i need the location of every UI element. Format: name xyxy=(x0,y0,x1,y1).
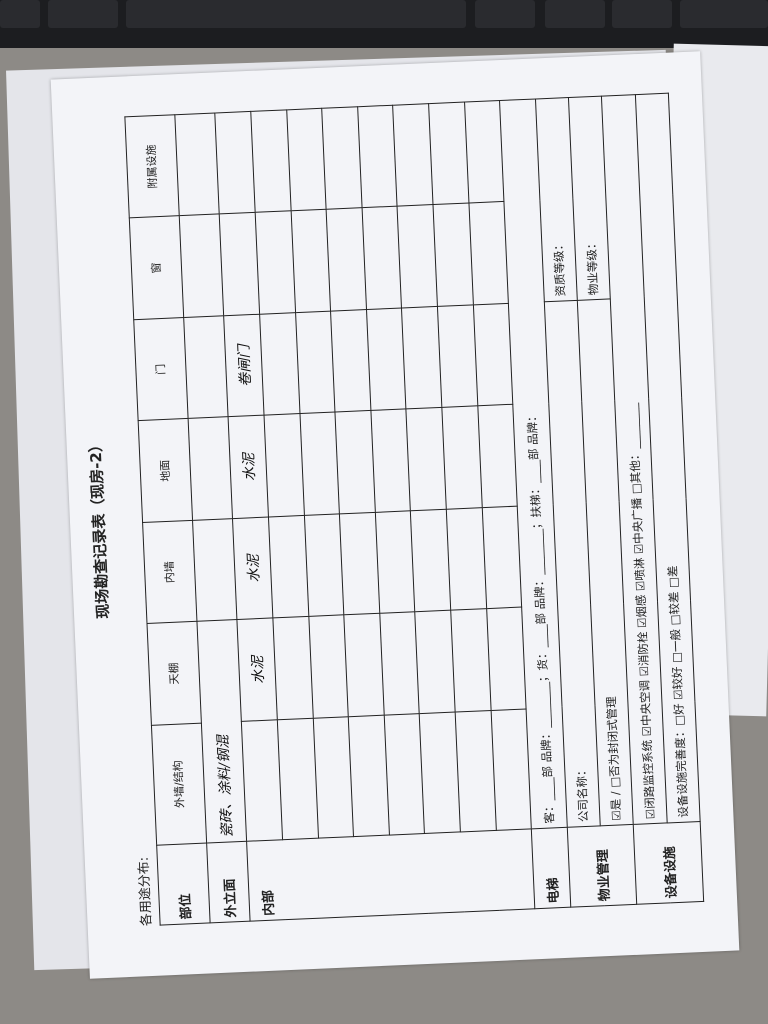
header-part: 部位 xyxy=(156,843,210,926)
interior-ceiling-value: 水泥 xyxy=(237,618,278,722)
keyboard-background xyxy=(0,0,768,48)
survey-table: 部位 外墙/结构 天棚 内墙 地面 门 窗 附属设施 外立面 瓷砖、涂料/钢混 … xyxy=(124,93,704,926)
survey-form-page: 现场勘查记录表（现房-2） 各用途分布: 部位 外墙/结构 天棚 内墙 地面 门… xyxy=(50,51,740,979)
elevator-label: 电梯 xyxy=(531,827,571,909)
facade-label: 外立面 xyxy=(206,841,251,923)
header-wall: 外墙/结构 xyxy=(151,723,207,846)
interior-label: 内部 xyxy=(246,828,536,922)
header-inner-wall: 内墙 xyxy=(142,520,197,624)
header-ceiling: 天棚 xyxy=(147,621,202,726)
header-window: 窗 xyxy=(129,216,184,320)
header-floor: 地面 xyxy=(138,418,193,523)
property-label: 物业管理 xyxy=(567,824,638,908)
header-door: 门 xyxy=(133,317,188,422)
interior-inner-wall-value: 水泥 xyxy=(232,517,273,620)
usage-distribution-label: 各用途分布: xyxy=(136,856,155,927)
interior-floor-value: 水泥 xyxy=(228,415,269,519)
interior-door-value: 卷闸门 xyxy=(223,314,264,418)
equipment-label: 设备设施 xyxy=(633,821,704,905)
header-attached: 附属设施 xyxy=(124,114,180,219)
